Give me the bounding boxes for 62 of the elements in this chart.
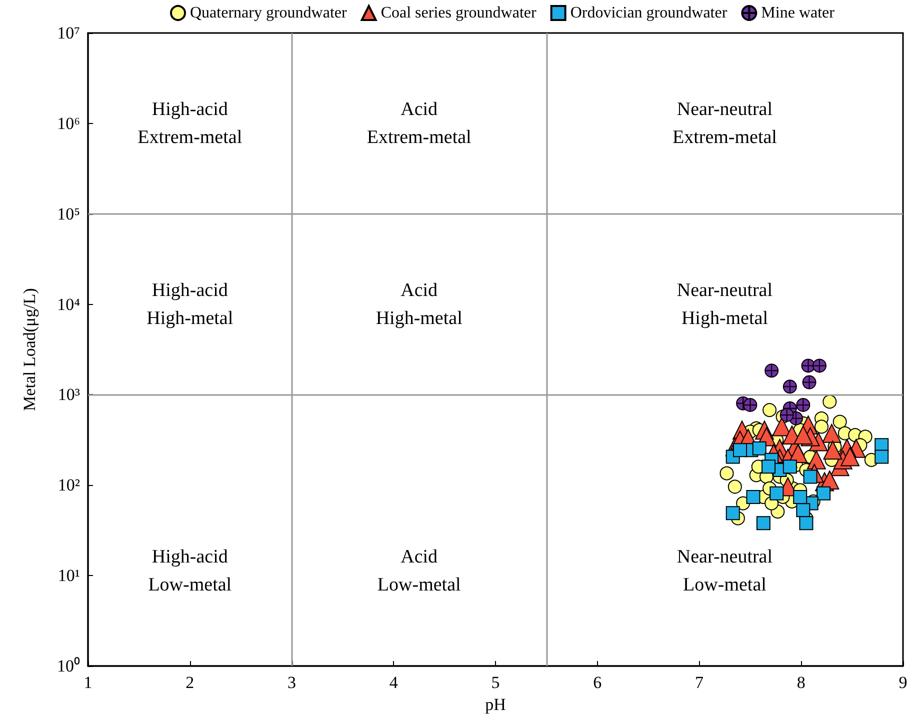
- y-tick-label: 10⁶: [57, 114, 80, 133]
- point: [802, 375, 816, 390]
- point: [823, 440, 842, 460]
- annotation: Near-neutral High-metal: [676, 280, 773, 329]
- x-axis-title: pH: [485, 694, 506, 714]
- point: [770, 486, 784, 500]
- y-tick-label: 10³: [58, 385, 80, 404]
- x-tick-label: 4: [389, 673, 398, 692]
- y-tick-label: 10⁵: [57, 204, 80, 224]
- x-tick-label: 2: [186, 673, 194, 692]
- y-tick-label: 10²: [58, 476, 80, 495]
- legend-label: Mine water: [761, 4, 836, 22]
- point: [733, 443, 747, 458]
- point: [726, 506, 740, 520]
- y-axis-title: Metal Load(μg/L): [20, 288, 39, 411]
- y-tick-label: 10⁴: [57, 294, 80, 314]
- annotation: Acid Low-metal: [377, 546, 461, 596]
- legend-label: Quaternary groundwater: [190, 4, 348, 22]
- point: [780, 408, 794, 422]
- y-tick-label: 10⁰: [57, 656, 80, 676]
- x-tick-label: 7: [695, 673, 704, 692]
- point: [762, 460, 776, 474]
- point: [720, 466, 734, 480]
- x-tick-label: 5: [491, 673, 500, 692]
- point: [752, 441, 766, 456]
- point: [743, 398, 758, 412]
- x-tick-label: 6: [593, 673, 602, 692]
- x-tick-label: 8: [796, 673, 806, 692]
- point: [746, 490, 760, 504]
- y-tick-label: 10⁷: [57, 24, 80, 42]
- point: [840, 447, 860, 466]
- annotation: Near-neutral Extrem-metal: [672, 98, 777, 148]
- point: [799, 516, 814, 530]
- point: [796, 398, 810, 412]
- point: [782, 460, 797, 474]
- x-tick-label: 3: [288, 673, 296, 692]
- annotation: High-acid Extrem-metal: [138, 98, 242, 148]
- point: [822, 394, 837, 409]
- x-tick-label: 1: [84, 673, 92, 692]
- legend-label: Ordovician groundwater: [570, 4, 728, 22]
- point: [764, 364, 779, 378]
- point: [794, 426, 813, 445]
- point: [762, 403, 777, 418]
- x-tick-label: 9: [898, 673, 908, 692]
- y-tick-label: 10¹: [58, 566, 80, 586]
- point: [782, 380, 797, 394]
- annotation: Acid High-metal: [376, 280, 462, 329]
- point: [756, 516, 770, 530]
- annotation: High-acid Low-metal: [148, 546, 232, 596]
- point: [822, 424, 842, 443]
- point: [728, 480, 742, 494]
- point: [874, 450, 889, 464]
- annotation: Acid Extrem-metal: [366, 98, 472, 148]
- point: [812, 358, 826, 373]
- legend-label: Coal series groundwater: [380, 4, 537, 22]
- annotation: High-acid High-metal: [146, 280, 234, 329]
- annotation: Near-neutral Low-metal: [676, 546, 773, 596]
- point: [814, 420, 828, 434]
- point: [832, 414, 847, 429]
- point: [816, 486, 831, 500]
- point: [803, 470, 818, 484]
- point: [793, 490, 808, 504]
